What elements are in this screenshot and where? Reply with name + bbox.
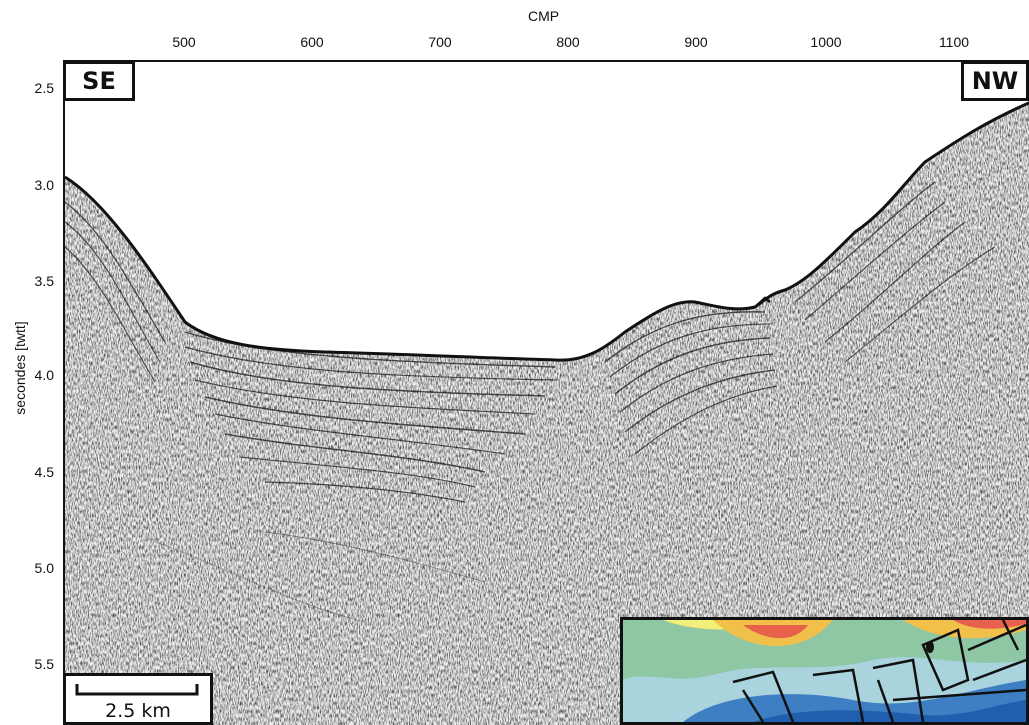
inset-bathymetry — [623, 620, 1026, 722]
location-inset-map — [620, 617, 1029, 725]
x-tick-label: 1000 — [810, 34, 842, 50]
direction-label-nw: NW — [961, 61, 1029, 101]
fault-step — [754, 296, 771, 308]
direction-se-text: SE — [82, 67, 116, 95]
x-tick-label: 600 — [300, 34, 324, 50]
survey-lines — [732, 620, 1026, 722]
y-tick-label: 3.0 — [34, 177, 54, 193]
inset-marker — [926, 641, 934, 653]
reflectors — [65, 181, 996, 623]
seafloor-reflector — [65, 101, 1029, 362]
x-tick-label: 1100 — [938, 34, 970, 50]
direction-label-se: SE — [63, 61, 135, 101]
y-tick-label: 4.5 — [34, 464, 54, 480]
y-axis-title: secondes [twtt] — [12, 321, 28, 415]
scale-bar: 2.5 km — [63, 673, 213, 725]
y-tick-label: 2.5 — [34, 80, 54, 96]
y-tick-label: 4.0 — [34, 367, 54, 383]
y-tick-label: 3.5 — [34, 273, 54, 289]
y-tick-label: 5.0 — [34, 560, 54, 576]
x-tick-label: 700 — [428, 34, 452, 50]
x-tick-label: 800 — [556, 34, 580, 50]
x-axis-title: CMP — [528, 8, 560, 24]
x-tick-label: 900 — [684, 34, 708, 50]
direction-nw-text: NW — [971, 67, 1019, 95]
scale-bar-label: 2.5 km — [105, 700, 171, 722]
scale-bar-line — [75, 684, 199, 696]
x-tick-label: 500 — [172, 34, 196, 50]
y-tick-label: 5.5 — [34, 656, 54, 672]
